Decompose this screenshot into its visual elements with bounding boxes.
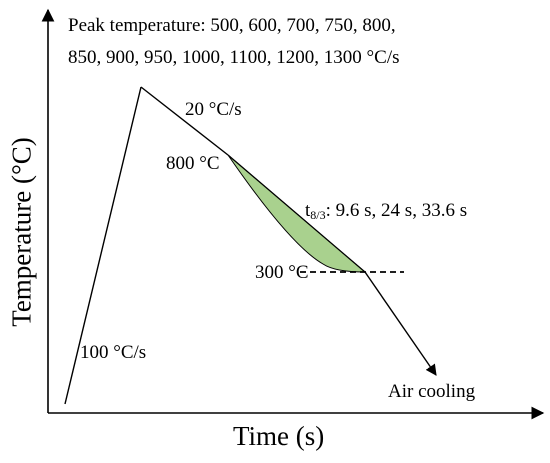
cooling-line-straight: [227, 154, 366, 273]
heating-rate-label: 100 °C/s: [80, 342, 147, 363]
t83-label: t8/3: 9.6 s, 24 s, 33.6 s: [305, 200, 468, 222]
t83-prefix: t: [305, 200, 311, 221]
x-axis-title: Time (s): [233, 421, 325, 451]
y-axis-title: Temperature (°C): [6, 137, 37, 327]
air-cooling-label: Air cooling: [388, 381, 476, 402]
peak-temperature-line2: 850, 900, 950, 1000, 1100, 1200, 1300 °C…: [68, 47, 400, 68]
peak-temperature-line1: Peak temperature: 500, 600, 700, 750, 80…: [68, 15, 396, 36]
t83-subscript: 8/3: [310, 208, 326, 222]
cooling-rate-label: 20 °C/s: [185, 99, 242, 120]
temp-300-label: 300 °C: [255, 262, 309, 283]
temp-800-label: 800 °C: [166, 153, 220, 174]
heating-line: [64, 86, 142, 405]
air-cooling-arrow: [364, 271, 437, 376]
t83-values: : 9.6 s, 24 s, 33.6 s: [325, 200, 468, 221]
cooling-line-20: [140, 86, 229, 156]
